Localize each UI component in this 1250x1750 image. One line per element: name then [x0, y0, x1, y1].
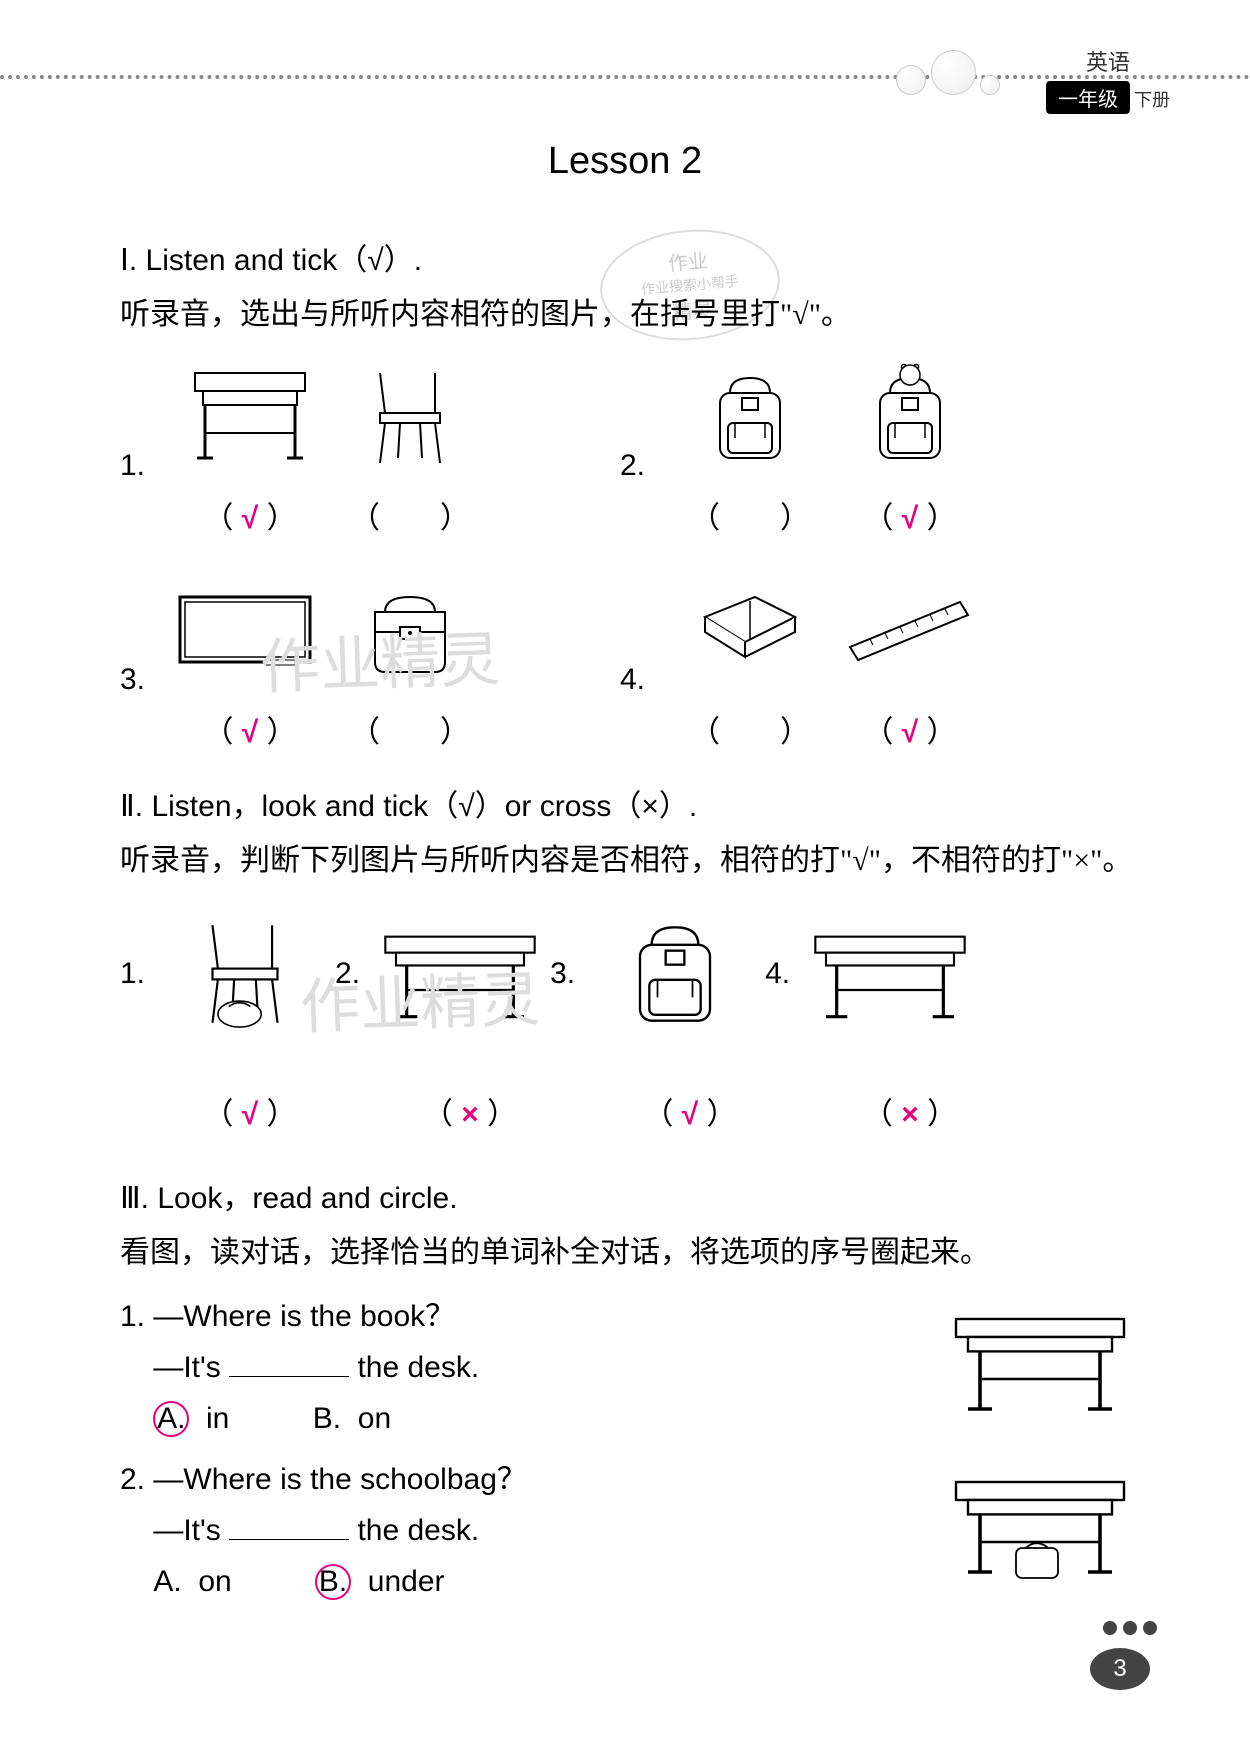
desk-icon	[170, 353, 330, 483]
s3-q2-line2a: —It's	[153, 1514, 220, 1547]
s3-q1-line2a: —It's	[153, 1351, 220, 1384]
section-2-roman: Ⅱ.	[120, 790, 143, 823]
s1-q4-ans-a: （ ）	[670, 707, 830, 751]
section-3-title-en: Look，read and circle.	[157, 1182, 457, 1215]
s3-q1-opt-a: in	[206, 1402, 229, 1435]
s2-q4-num: 4.	[765, 957, 790, 991]
s3-q1-line1: —Where is the book？	[153, 1300, 455, 1333]
schoolbag-icon	[330, 567, 490, 697]
desk-icon	[370, 899, 550, 1049]
blank-field	[229, 1516, 349, 1540]
s1-q4-num: 4.	[620, 663, 670, 697]
grade-label: 一年级	[1046, 81, 1130, 114]
lesson-title: Lesson 2	[0, 140, 1250, 183]
ruler-icon	[830, 567, 990, 697]
s1-q1-num: 1.	[120, 449, 170, 483]
s2-q3-num: 3.	[550, 957, 575, 991]
s3-q1-num: 1.	[120, 1300, 145, 1333]
s1-q2-num: 2.	[620, 449, 670, 483]
s3-q2-line1: —Where is the schoolbag？	[153, 1463, 527, 1496]
section-1-head: Ⅰ. Listen and tick（√）.	[120, 235, 1140, 279]
s2-q4-ans: （ × ）	[820, 1089, 1000, 1133]
s3-q1-opt-b: on	[358, 1402, 391, 1435]
volume-label: 下册	[1134, 90, 1170, 110]
s2-q1-num: 1.	[120, 957, 145, 991]
s3-q2-opt-b-label: B.	[315, 1564, 351, 1600]
section-2-title-en: Listen，look and tick（√）or cross（×）.	[151, 790, 697, 823]
s2-q2-num: 2.	[335, 957, 360, 991]
backpack-icon	[585, 899, 765, 1049]
s1-q3-ans-b: （ ）	[330, 707, 490, 751]
desk-icon	[940, 1291, 1140, 1431]
section-2-head: Ⅱ. Listen，look and tick（√）or cross（×）.	[120, 781, 1140, 825]
section-1-title-cn: 听录音，选出与所听内容相符的图片，在括号里打"√"。	[120, 289, 1140, 333]
s3-q2-opt-a-label: A.	[153, 1565, 181, 1598]
s1-q1-ans-b: （ ）	[330, 493, 490, 537]
desk-icon	[800, 899, 980, 1049]
s1-q3-num: 3.	[120, 663, 170, 697]
chair-bag-icon	[155, 899, 335, 1049]
decorative-bubbles	[896, 50, 1000, 100]
chair-icon	[330, 353, 490, 483]
desk-bag-under-icon	[940, 1454, 1140, 1594]
section-1-roman: Ⅰ.	[120, 244, 137, 277]
blank-field	[229, 1353, 349, 1377]
s3-q1-opt-a-label: A.	[153, 1401, 189, 1437]
section-3-head: Ⅲ. Look，read and circle.	[120, 1173, 1140, 1217]
backpack-icon	[670, 353, 830, 483]
section-3-roman: Ⅲ.	[120, 1182, 149, 1215]
book-icon	[670, 567, 830, 697]
s3-q1-opt-b-label: B.	[313, 1402, 341, 1435]
s3-q1-line2b: the desk.	[357, 1351, 479, 1384]
s1-q4-ans-b: （ √ ）	[830, 707, 990, 751]
paw-decoration	[1100, 1621, 1160, 1640]
s1-q3-ans-a: （ √ ）	[170, 707, 330, 751]
s3-q2-line2b: the desk.	[357, 1514, 479, 1547]
section-2-title-cn: 听录音，判断下列图片与所听内容是否相符，相符的打"√"，不相符的打"×"。	[120, 835, 1140, 879]
s1-q2-ans-a: （ ）	[670, 493, 830, 537]
s2-q2-ans: （ × ）	[380, 1089, 560, 1133]
page-number: 3	[1090, 1648, 1150, 1690]
backpack-doll-icon	[830, 353, 990, 483]
section-1-title-en: Listen and tick（√）.	[146, 244, 423, 277]
header-badge: 英语 一年级下册	[1046, 45, 1170, 114]
s3-q2: 2. —Where is the schoolbag？ —It's the de…	[120, 1454, 940, 1607]
s1-q2-ans-b: （ √ ）	[830, 493, 990, 537]
section-3-title-cn: 看图，读对话，选择恰当的单词补全对话，将选项的序号圈起来。	[120, 1227, 1140, 1271]
s2-q3-ans: （ √ ）	[600, 1089, 780, 1133]
s3-q2-opt-b: under	[368, 1565, 445, 1598]
s3-q2-opt-a: on	[198, 1565, 231, 1598]
s3-q1: 1. —Where is the book？ —It's the desk. A…	[120, 1291, 940, 1444]
subject-label: 英语	[1046, 45, 1170, 77]
s2-q1-ans: （ √ ）	[160, 1089, 340, 1133]
s1-q1-ans-a: （ √ ）	[170, 493, 330, 537]
s3-q2-num: 2.	[120, 1463, 145, 1496]
blackboard-icon	[170, 567, 330, 697]
